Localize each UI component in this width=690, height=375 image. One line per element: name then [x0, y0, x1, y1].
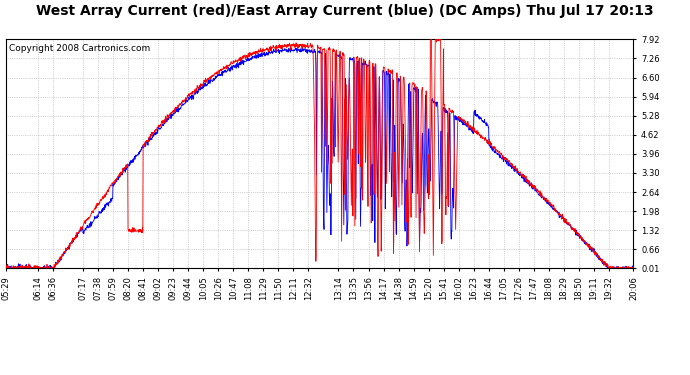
- Text: West Array Current (red)/East Array Current (blue) (DC Amps) Thu Jul 17 20:13: West Array Current (red)/East Array Curr…: [36, 4, 654, 18]
- Text: Copyright 2008 Cartronics.com: Copyright 2008 Cartronics.com: [9, 44, 150, 53]
